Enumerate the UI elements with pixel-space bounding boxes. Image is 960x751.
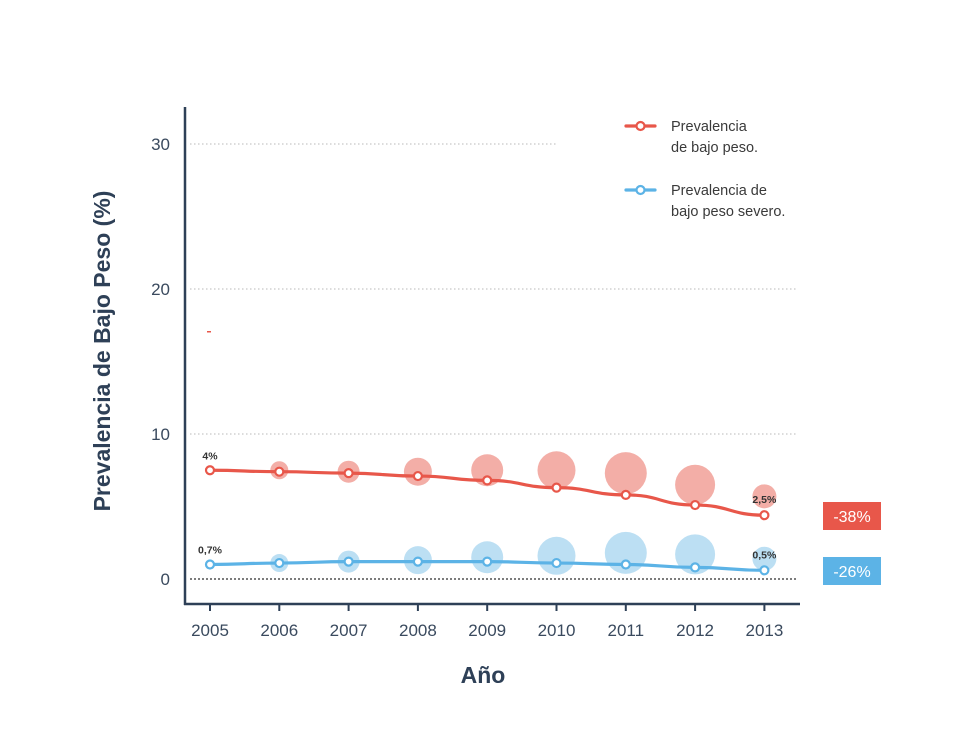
data-point xyxy=(482,475,493,486)
data-point xyxy=(274,557,285,569)
end-value-label: 2,5% xyxy=(752,494,777,506)
change-badges: -38% -26% xyxy=(823,502,881,585)
change-badge xyxy=(823,557,881,585)
change-badge-label: -38% xyxy=(833,509,870,526)
legend-marker xyxy=(635,184,646,196)
x-tick-label: 2008 xyxy=(399,621,437,640)
data-point xyxy=(620,489,631,500)
x-tick-label: 2005 xyxy=(191,621,229,640)
data-point xyxy=(759,510,770,521)
x-tick-label: 2007 xyxy=(330,621,368,640)
bubble xyxy=(537,536,576,575)
bubble xyxy=(752,484,777,509)
data-point xyxy=(204,465,216,476)
bubble xyxy=(675,464,716,505)
legend-label: Prevalencia xyxy=(671,119,748,135)
x-ticks: 2005 2006 2007 2008 2009 2010 2011 2012 2013 xyxy=(191,604,783,640)
end-value-label: 0,5% xyxy=(752,549,777,561)
x-tick-label: 2013 xyxy=(745,621,783,640)
bubble xyxy=(604,452,647,495)
data-point xyxy=(551,482,562,493)
data-point xyxy=(759,565,770,576)
series-lines xyxy=(204,465,770,576)
x-tick-label: 2012 xyxy=(676,621,714,640)
y-tick-label: 10 xyxy=(151,425,170,444)
x-tick-label: 2006 xyxy=(260,621,298,640)
legend: Prevalencia de bajo peso. Prevalencia de ba… xyxy=(624,119,785,220)
legend-label: Prevalencia de xyxy=(671,183,767,199)
y-tick-label: 30 xyxy=(151,135,170,154)
data-point xyxy=(689,499,701,511)
start-value-label: 0,7% xyxy=(198,545,223,557)
bubble xyxy=(752,546,777,571)
change-badge-label: -26% xyxy=(833,564,870,581)
x-axis-title: Año xyxy=(461,662,506,688)
x-tick-label: 2010 xyxy=(538,621,576,640)
change-badge xyxy=(823,502,881,530)
y-tick-label: 20 xyxy=(151,280,170,299)
data-labels: 4% 2,5% 0,7% 0,5% xyxy=(198,450,777,561)
bubble xyxy=(537,451,576,490)
bubble xyxy=(471,454,504,487)
x-tick-label: 2011 xyxy=(608,621,645,640)
data-point xyxy=(204,559,216,570)
axes xyxy=(183,107,800,606)
data-point xyxy=(482,556,493,567)
data-point xyxy=(412,556,423,567)
y-ticks: 0 10 20 30 xyxy=(151,135,170,589)
bubble xyxy=(675,534,716,575)
y-tick-label: 0 xyxy=(161,570,170,589)
data-point xyxy=(343,468,354,479)
x-tick-label: 2009 xyxy=(468,621,506,640)
data-point xyxy=(412,470,423,482)
legend-marker xyxy=(635,120,646,132)
data-point xyxy=(689,562,701,573)
stray-mark xyxy=(207,331,211,333)
bubbles xyxy=(270,451,777,575)
data-point xyxy=(620,559,631,570)
y-axis-title: Prevalencia de Bajo Peso (%) xyxy=(89,191,115,512)
data-point xyxy=(343,556,354,567)
legend-label: bajo peso severo. xyxy=(671,204,785,220)
grid-lines xyxy=(190,143,798,580)
start-value-label: 4% xyxy=(202,450,218,462)
data-point xyxy=(551,557,562,569)
legend-label: de bajo peso. xyxy=(671,140,758,156)
data-point xyxy=(274,466,285,477)
